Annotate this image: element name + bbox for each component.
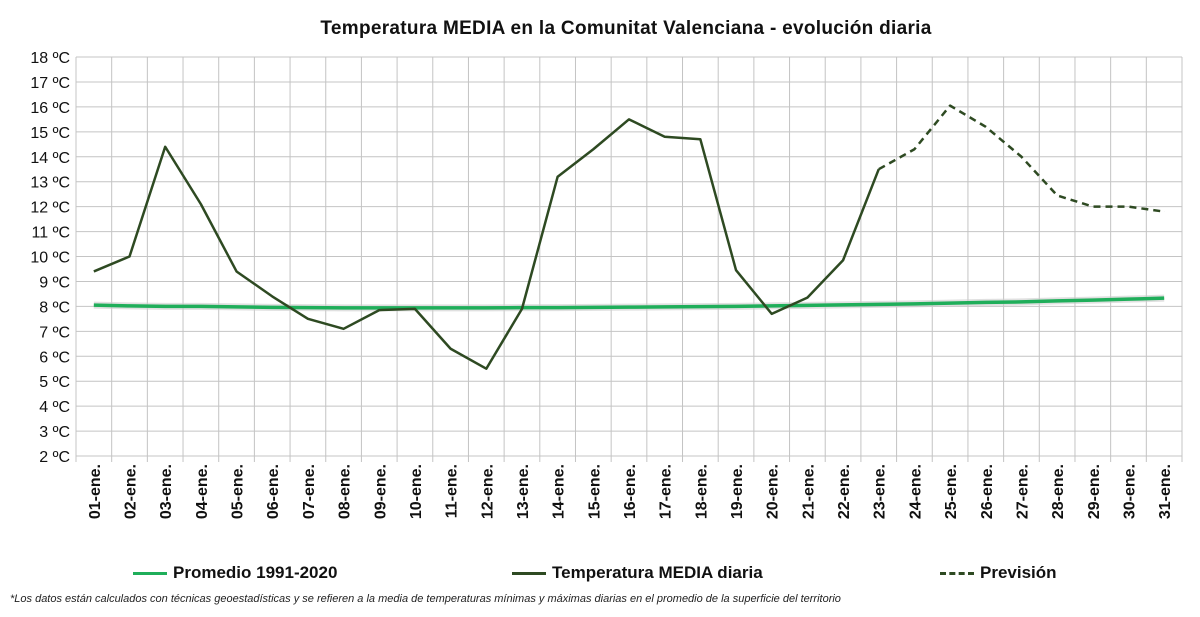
footnote: *Los datos están calculados con técnicas… <box>10 593 841 605</box>
chart-title: Temperatura MEDIA en la Comunitat Valenc… <box>320 18 932 39</box>
x-tick-label: 25-ene. <box>943 464 960 519</box>
x-tick-label: 17-ene. <box>658 464 675 519</box>
y-tick-label: 14 ºC <box>30 150 70 167</box>
x-tick-label: 21-ene. <box>800 464 817 519</box>
y-tick-label: 3 ºC <box>39 424 70 441</box>
y-tick-label: 11 ºC <box>32 225 70 242</box>
x-tick-label: 26-ene. <box>979 464 996 519</box>
legend-item-prevision: Previsión <box>940 563 1057 583</box>
legend-label-prevision: Previsión <box>980 563 1057 582</box>
x-tick-label: 16-ene. <box>622 464 639 519</box>
x-tick-label: 28-ene. <box>1050 464 1067 519</box>
y-tick-label: 10 ºC <box>30 250 70 267</box>
x-tick-label: 03-ene. <box>158 464 175 519</box>
x-tick-label: 31-ene. <box>1157 464 1174 519</box>
x-tick-label: 24-ene. <box>907 464 924 519</box>
x-tick-label: 08-ene. <box>337 464 354 519</box>
y-tick-label: 18 ºC <box>30 50 70 67</box>
x-tick-label: 11-ene. <box>444 464 461 518</box>
x-tick-label: 19-ene. <box>729 464 746 519</box>
x-tick-label: 02-ene. <box>123 464 140 519</box>
series-line-prevision <box>878 104 1165 213</box>
x-tick-label: 04-ene. <box>194 464 211 519</box>
y-tick-label: 15 ºC <box>30 125 70 142</box>
x-tick-label: 22-ene. <box>836 464 853 519</box>
legend-item-promedio: Promedio 1991-2020 <box>133 563 337 583</box>
y-tick-label: 12 ºC <box>30 200 70 217</box>
legend-item-media: Temperatura MEDIA diaria <box>512 563 763 583</box>
y-tick-label: 5 ºC <box>39 374 70 391</box>
x-tick-label: 10-ene. <box>408 464 425 519</box>
x-tick-label: 14-ene. <box>551 464 568 519</box>
x-tick-label: 29-ene. <box>1086 464 1103 519</box>
y-tick-label: 7 ºC <box>39 324 70 341</box>
x-tick-label: 06-ene. <box>265 464 282 519</box>
y-tick-label: 17 ºC <box>30 75 70 92</box>
x-tick-label: 30-ene. <box>1121 464 1138 519</box>
x-tick-label: 20-ene. <box>765 464 782 519</box>
y-tick-label: 8 ºC <box>39 299 70 316</box>
y-tick-label: 16 ºC <box>30 100 70 117</box>
legend-label-media: Temperatura MEDIA diaria <box>552 563 763 582</box>
legend-swatch-promedio <box>133 571 167 575</box>
x-tick-label: 23-ene. <box>872 464 889 519</box>
legend-swatch-media <box>512 571 546 575</box>
y-tick-label: 2 ºC <box>39 449 70 466</box>
legend-swatch-prevision <box>940 571 974 575</box>
x-tick-label: 12-ene. <box>479 464 496 519</box>
x-tick-label: 07-ene. <box>301 464 318 519</box>
y-tick-label: 6 ºC <box>39 349 70 366</box>
x-tick-label: 27-ene. <box>1014 464 1031 519</box>
y-tick-label: 4 ºC <box>39 399 70 416</box>
x-tick-label: 18-ene. <box>693 464 710 519</box>
legend-label-promedio: Promedio 1991-2020 <box>173 563 338 582</box>
y-tick-label: 13 ºC <box>30 175 70 192</box>
y-tick-label: 9 ºC <box>39 274 70 291</box>
x-tick-label: 15-ene. <box>586 464 603 519</box>
x-tick-label: 09-ene. <box>372 464 389 519</box>
x-tick-label: 13-ene. <box>515 464 532 519</box>
x-tick-label: 05-ene. <box>230 464 247 519</box>
x-tick-label: 01-ene. <box>87 464 104 519</box>
